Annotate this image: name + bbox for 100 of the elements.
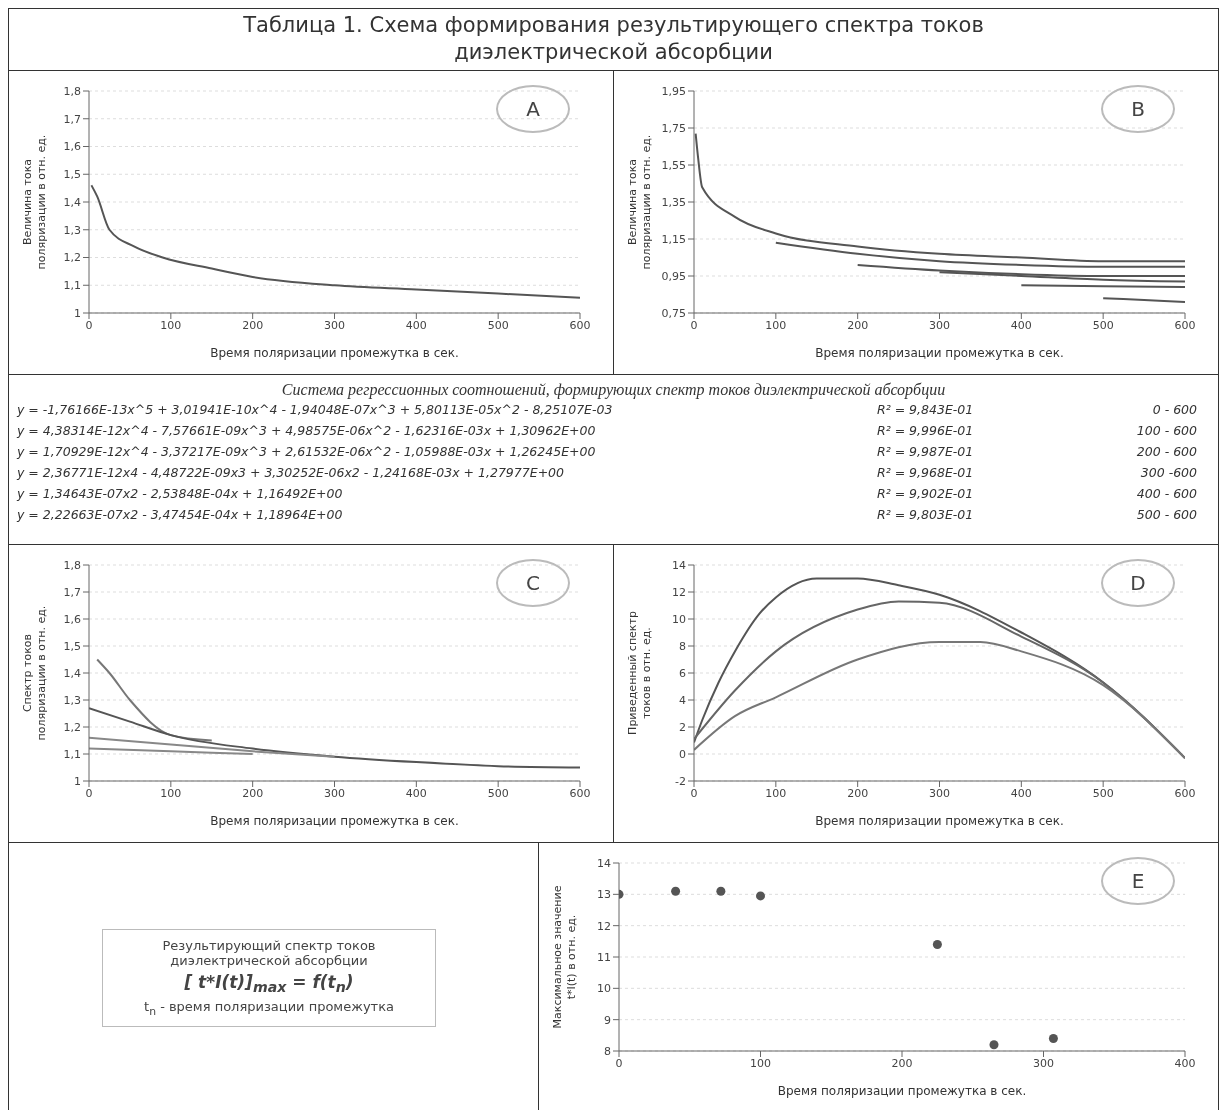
ellipse-outline: B [1101,85,1175,133]
y-tick-label: 10 [597,982,611,996]
text: R² = 9,996E-01 [877,422,975,440]
x-tick-label: 300 [929,318,950,332]
y-tick-label: 1,8 [63,84,81,98]
text: R² = 9,902E-01 [877,485,975,503]
x-axis-title: Время поляризации промежутка в сек. [210,346,459,360]
y-tick-label: 2 [679,720,686,734]
y-tick-label: 1,1 [63,279,81,293]
x-axis-title: Время поляризации промежутка в сек. [815,346,1064,360]
x-tick-label: 400 [405,786,427,800]
y-tick-label: 0 [679,747,686,761]
text: [ t*I(t)]$_{max}$ = f(t$_{n}$) [183,972,355,996]
y-tick-label: 1,2 [63,251,81,265]
y-tick-label: 0,95 [661,269,686,283]
text: 400 - 600 [1135,485,1197,503]
y-tick-label: 9 [604,1013,611,1027]
y-tick-label: 1,6 [63,140,81,154]
x-tick-label: 300 [929,786,950,800]
x-tick-label: 0 [690,786,698,800]
ellipse-outline: E [1101,857,1175,905]
x-axis-title: Время поляризации промежутка в сек. [777,1084,1027,1098]
x-tick-label: 400 [405,318,427,332]
x-tick-label: 200 [847,786,869,800]
y-tick-label: 1,4 [63,195,81,209]
y-tick-label: 1,8 [63,558,81,572]
x-tick-label: 100 [765,786,787,800]
y-tick-label: 1,5 [63,168,81,182]
x-tick-label: 400 [1010,786,1032,800]
y-tick-label: 1,7 [63,112,81,126]
x-tick-label: 200 [891,1056,913,1070]
y-tick-label: 0,75 [661,306,686,320]
y-axis-title: Величина тока поляризации в отн. ед. [21,134,48,270]
y-axis-title: Величина тока поляризации в отн. ед. [626,134,653,270]
y-tick-label: 4 [679,693,686,707]
x-axis-title: Время поляризации промежутка в сек. [210,814,459,828]
x-tick-label: 600 [1174,786,1196,800]
x-axis-title: Время поляризации промежутка в сек. [815,814,1064,828]
text: y = 1,70929E-12x^4 - 3,37217E-09x^3 + 2,61532E-06x^2 - 1,05988E-03x + 1,26245E+00 [17,443,597,461]
x-tick-label: 300 [324,318,345,332]
x-tick-label: 500 [487,318,509,332]
y-tick-label: 1,7 [63,585,81,599]
y-tick-label: 1,35 [661,195,686,209]
text: y = -1,76166E-13x^5 + 3,01941E-10x^4 - 1,94048E-07x^3 + 5,80113E-05x^2 - 8,25107E-03 [17,401,614,419]
ellipse-outline: D [1101,559,1175,607]
text: 500 - 600 [1135,506,1197,524]
y-tick-label: 1 [74,306,81,320]
y-tick-label: 1,2 [63,720,81,734]
text: Результирующий спектр токов диэлектрической абсорбции [161,938,377,968]
y-tick-label: -2 [675,774,686,788]
y-tick-label: 1,75 [661,121,686,135]
y-tick-label: 14 [672,558,686,572]
y-tick-label: 14 [597,856,611,870]
y-tick-label: 8 [679,639,686,653]
y-tick-label: 11 [597,950,611,964]
text: R² = 9,803E-01 [877,506,975,524]
y-tick-label: 1 [74,774,81,788]
x-tick-label: 100 [160,318,182,332]
y-axis-title: Спектр токов поляризации в отн. ед. [21,605,48,741]
x-tick-label: 500 [1092,318,1114,332]
x-tick-label: 0 [85,318,93,332]
text: y = 2,36771E-12x4 - 4,48722E-09x3 + 3,30252E-06x2 - 1,24168E-03x + 1,27977E+00 [17,464,565,482]
x-tick-label: 0 [85,786,93,800]
y-tick-label: 1,4 [63,666,81,680]
x-tick-label: 100 [750,1056,771,1070]
y-tick-label: 8 [604,1044,611,1058]
y-tick-label: 12 [672,585,686,599]
text: 100 - 600 [1135,422,1197,440]
text: y = 2,22663E-07x2 - 3,47454E-04x + 1,18964E+00 [17,506,344,524]
y-tick-label: 6 [679,666,686,680]
text: R² = 9,843E-01 [877,401,975,419]
y-tick-label: 1,5 [63,639,81,653]
text: 300 -600 [1139,464,1197,482]
text: 200 - 600 [1135,443,1197,461]
ellipse-outline: C [496,559,570,607]
x-tick-label: 400 [1010,318,1032,332]
x-tick-label: 500 [1092,786,1114,800]
text: y = 4,38314E-12x^4 - 7,57661E-09x^3 + 4,98575E-06x^2 - 1,62316E-03x + 1,30962E+00 [17,422,597,440]
x-tick-label: 300 [1033,1056,1054,1070]
text: Система регрессионных соотношений, формирующих спектр токов диэлектрической абсорбции [280,381,947,399]
y-axis-title: Приведенный спектр токов в отн. ед. [626,611,653,735]
y-tick-label: 1,3 [63,693,81,707]
y-tick-label: 1,3 [63,223,81,237]
ellipse-outline: A [496,85,570,133]
y-tick-label: 10 [672,612,686,626]
x-tick-label: 0 [690,318,698,332]
x-tick-label: 0 [615,1056,623,1070]
x-tick-label: 600 [1174,318,1196,332]
y-axis-title: Максимальное значение t*I(t) в отн. ед. [551,885,578,1029]
x-tick-label: 300 [324,786,345,800]
x-tick-label: 600 [569,786,591,800]
y-tick-label: 1,1 [63,747,81,761]
text: Таблица 1. Схема формирования результирующего спектра токов диэлектрической абсорбции [9,9,1218,69]
y-tick-label: 12 [597,919,611,933]
x-tick-label: 200 [847,318,869,332]
y-tick-label: 13 [597,888,611,902]
text: y = 1,34643E-07x2 - 2,53848E-04x + 1,16492E+00 [17,485,344,503]
text: R² = 9,987E-01 [877,443,975,461]
x-tick-label: 200 [242,786,264,800]
y-tick-label: 1,15 [661,232,686,246]
